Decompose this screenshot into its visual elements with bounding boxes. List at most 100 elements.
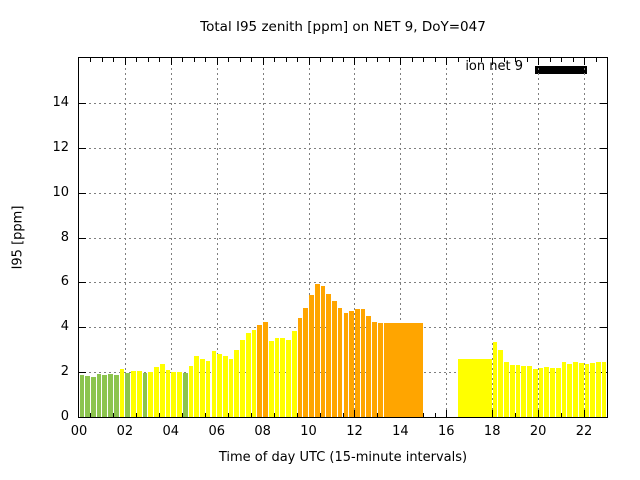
bar-21:00 [561,362,567,417]
bar-04:45 [188,365,194,417]
bar-10:15 [314,284,320,417]
gridline-x [354,58,356,417]
bar-05:30 [205,360,211,417]
bar-21:15 [567,363,573,417]
x-tick-label: 10 [300,424,317,439]
bar-10:00 [309,295,314,417]
y-tick [600,192,607,194]
bar-14:45 [418,322,423,417]
y-tick-label: 14 [52,94,69,110]
y-tick [79,147,86,149]
bar-11:00 [332,300,337,417]
x-tick [480,58,482,62]
bar-01:00 [102,375,108,417]
bar-16:45 [463,359,471,417]
x-tick [595,58,597,62]
bar-17:45 [486,359,492,417]
bar-20:45 [555,367,561,417]
bar-02:30 [136,371,142,417]
bar-22:00 [584,363,590,417]
y-tick-label: 6 [60,274,69,290]
x-tick [182,58,184,62]
x-tick-label: 04 [162,424,180,439]
x-tick [297,58,299,62]
bar-12:15 [360,308,366,417]
x-tick [113,58,115,62]
bar-07:15 [245,332,251,417]
x-tick [584,58,586,65]
x-tick-label: 08 [254,424,271,439]
bar-08:30 [274,338,280,417]
bar-01:45 [119,369,125,417]
y-tick-label: 10 [52,184,69,200]
bar-18:45 [509,364,515,417]
x-tick-label: 16 [438,424,455,439]
x-tick [365,58,367,62]
x-tick [503,58,505,62]
x-tick [170,58,172,65]
x-tick [469,58,471,62]
bar-01:30 [113,375,119,417]
x-tick [147,58,149,62]
y-tick [600,282,607,284]
bar-00:30 [90,377,96,417]
bar-18:30 [504,361,509,417]
gridline-x [170,58,172,417]
x-tick [136,58,138,62]
gridline-x [124,58,126,417]
bar-04:30 [182,373,188,417]
bar-14:15 [406,322,413,417]
bar-00:45 [96,373,102,417]
bar-02:15 [131,371,136,417]
x-tick-label: 22 [575,424,593,439]
gridline-x [584,58,586,417]
bar-03:00 [148,371,154,417]
legend-swatch [535,66,587,74]
x-tick [423,58,425,62]
x-tick-label: 14 [392,424,409,439]
bar-16:30 [458,359,465,417]
x-tick [526,58,528,62]
bar-05:15 [200,359,205,417]
x-tick [515,58,517,62]
bar-01:15 [108,374,113,417]
bar-06:30 [228,358,234,417]
y-tick [79,237,86,239]
bar-09:45 [303,307,309,417]
bar-03:15 [154,367,159,417]
x-tick-label: 18 [483,424,501,439]
gridline-x [262,58,264,417]
x-tick [434,413,436,417]
x-tick [90,58,92,62]
y-tick-label: 12 [52,139,69,155]
gridline-y [79,147,607,149]
gridline-x [538,58,540,417]
bar-08:00 [263,322,268,417]
gridline-y [79,237,607,239]
bar-08:15 [268,340,274,417]
gridline-y [79,102,607,104]
x-tick [400,58,402,65]
gridline-x [216,58,218,417]
bar-09:30 [297,318,303,417]
bar-12:30 [366,315,372,417]
bar-07:00 [240,339,245,417]
x-tick [572,58,574,62]
x-tick [561,58,563,62]
bar-14:30 [412,322,419,417]
bar-00:15 [85,375,90,417]
bar-09:15 [291,330,297,417]
x-tick-label: 02 [116,424,134,439]
y-tick [600,327,607,329]
bar-08:45 [280,338,286,417]
x-tick [354,58,356,65]
y-tick [600,102,607,104]
x-axis-title: Time of day UTC (15-minute intervals) [218,450,468,465]
bar-22:30 [596,362,601,417]
x-tick [434,58,436,62]
x-tick [262,58,264,65]
y-tick [600,147,607,149]
bar-04:15 [177,371,182,417]
x-tick [124,58,126,65]
